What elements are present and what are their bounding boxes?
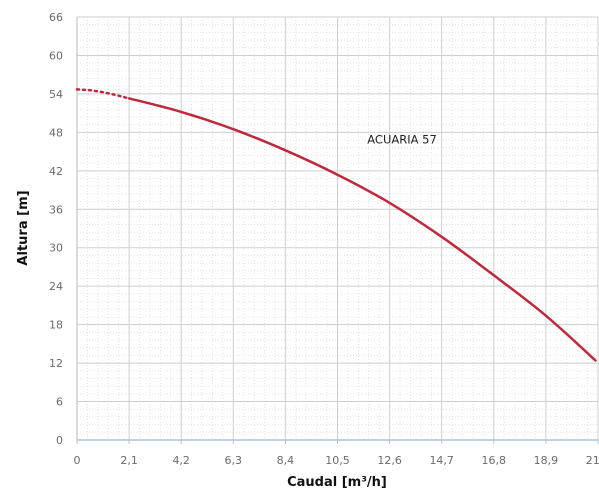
x-tick-label: 2,1 (120, 454, 138, 467)
y-tick-label: 54 (49, 88, 63, 101)
x-tick-label: 16,8 (482, 454, 507, 467)
y-tick-label: 24 (49, 280, 63, 293)
x-tick-label: 6,3 (225, 454, 243, 467)
series-annotation-label: ACUARIA 57 (367, 132, 437, 146)
x-tick-label: 10,5 (325, 454, 350, 467)
x-tick-label: 14,7 (429, 454, 454, 467)
y-tick-label: 0 (56, 434, 63, 447)
y-tick-label: 6 (56, 396, 63, 409)
y-tick-label: 36 (49, 203, 63, 216)
series-line-0 (127, 97, 597, 362)
series-layer (75, 88, 597, 362)
x-tick-label: 18,9 (534, 454, 559, 467)
y-tick-label: 66 (49, 11, 63, 24)
y-tick-label: 42 (49, 165, 63, 178)
x-tick-label: 21,0 (586, 454, 599, 467)
y-tick-label: 18 (49, 319, 63, 332)
x-tick-label: 0 (74, 454, 81, 467)
major-grid (76, 16, 599, 441)
x-tick-label: 8,4 (277, 454, 295, 467)
y-axis-title: Altura [m] (16, 190, 31, 265)
y-axis-ticks: 0 6 12 18 24 30 36 42 48 54 60 66 (49, 11, 63, 447)
annotation-layer: ACUARIA 57 (367, 132, 437, 146)
y-tick-label: 12 (49, 357, 63, 370)
x-tick-label: 12,6 (377, 454, 402, 467)
y-tick-label: 30 (49, 242, 63, 255)
y-tick-label: 60 (49, 49, 63, 62)
x-axis-title: Caudal [m³/h] (287, 475, 387, 490)
x-tick-label: 4,2 (172, 454, 190, 467)
series-dotted-segment (75, 88, 131, 100)
x-axis-ticks: 0 2,1 4,2 6,3 8,4 10,5 12,6 14,7 16,8 18,9 21,0 (74, 440, 599, 467)
y-tick-label: 48 (49, 126, 63, 139)
